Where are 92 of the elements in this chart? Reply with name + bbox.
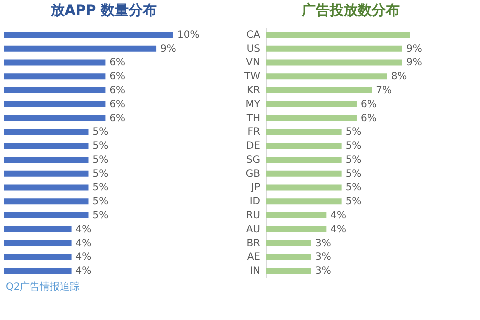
data-label: 5% (346, 154, 362, 166)
data-label: 5% (92, 182, 109, 194)
bar (4, 240, 72, 246)
bar (4, 156, 89, 163)
data-label: 4% (330, 210, 347, 222)
bar (4, 268, 72, 274)
bar (4, 32, 174, 38)
y-tick-label: TH (246, 113, 260, 124)
y-tick-label: JP (250, 182, 260, 194)
y-tick-label: AE (247, 252, 260, 264)
y-tick-label: AU (246, 224, 260, 236)
bar (266, 129, 342, 136)
data-label: 3% (315, 252, 332, 264)
data-label: 5% (92, 127, 109, 138)
y-tick-label: TW (244, 72, 261, 83)
bar (266, 60, 402, 66)
data-label: 5% (346, 127, 362, 138)
data-label: 9% (406, 44, 422, 55)
y-tick-label: FR (248, 127, 261, 138)
bar (4, 46, 157, 52)
data-label: 6% (110, 113, 126, 124)
data-label: 5% (346, 182, 362, 194)
data-label: 5% (346, 141, 362, 152)
y-tick-label: RU (246, 210, 260, 222)
data-label: 6% (110, 86, 126, 96)
bar (266, 46, 402, 52)
data-label: 5% (346, 168, 362, 180)
bar (4, 184, 89, 191)
bar (266, 226, 327, 232)
data-label: 9% (160, 44, 176, 55)
chart-title: 广告投放数分布 (301, 2, 400, 19)
bar (4, 129, 89, 136)
data-label: 4% (76, 238, 92, 250)
bar (266, 115, 357, 122)
data-label: 6% (110, 72, 126, 83)
y-tick-label: BR (246, 238, 261, 250)
bar (266, 212, 327, 218)
bar (266, 88, 372, 94)
data-label: 5% (346, 196, 362, 208)
y-tick-label: MY (246, 99, 262, 110)
data-label: 4% (76, 252, 92, 264)
data-label: 6% (360, 113, 377, 124)
data-label: 3% (315, 266, 332, 278)
bar (4, 143, 89, 150)
bar (266, 240, 312, 246)
bar (266, 184, 342, 191)
bar (4, 60, 106, 66)
bar (266, 143, 342, 150)
bar (4, 88, 106, 94)
y-tick-label: CA (246, 30, 261, 41)
chart-title: 放APP 数量分布 (50, 3, 158, 19)
y-tick-label: ID (250, 196, 261, 208)
data-label: 5% (92, 210, 109, 222)
bar (266, 198, 342, 205)
y-tick-label: IN (250, 266, 260, 278)
data-label: 10% (177, 30, 200, 41)
bar (266, 170, 342, 177)
bar (4, 101, 106, 108)
y-tick-label: US (246, 44, 260, 55)
bar (266, 254, 312, 260)
data-label: 7% (376, 86, 392, 96)
data-label: 5% (92, 196, 109, 208)
bar (4, 254, 72, 260)
bar (266, 268, 312, 274)
bar (4, 74, 106, 80)
data-label: 4% (76, 266, 92, 278)
data-label: 4% (76, 224, 92, 236)
bar (266, 32, 410, 38)
data-label: 4% (330, 224, 347, 236)
data-label: 8% (391, 72, 408, 83)
data-label: 5% (92, 168, 109, 180)
bar (4, 115, 106, 122)
y-tick-label: VN (246, 58, 260, 69)
bar (4, 226, 72, 232)
bar (266, 74, 388, 80)
text: Q2广告情报追踪 (6, 280, 82, 294)
data-label: 6% (360, 99, 377, 110)
bar (266, 101, 357, 108)
bar (266, 156, 342, 163)
bar (4, 170, 89, 177)
bar (4, 212, 89, 218)
y-tick-label: KR (246, 86, 261, 96)
y-tick-label: DE (246, 141, 260, 152)
data-label: 5% (92, 154, 109, 166)
data-label: 5% (92, 141, 109, 152)
data-label: 3% (315, 238, 332, 250)
y-tick-label: GB (246, 168, 261, 180)
bar (4, 198, 89, 205)
data-label: 9% (406, 58, 422, 69)
y-tick-label: SG (246, 154, 260, 166)
data-label: 6% (110, 99, 126, 110)
data-label: 6% (110, 58, 126, 69)
